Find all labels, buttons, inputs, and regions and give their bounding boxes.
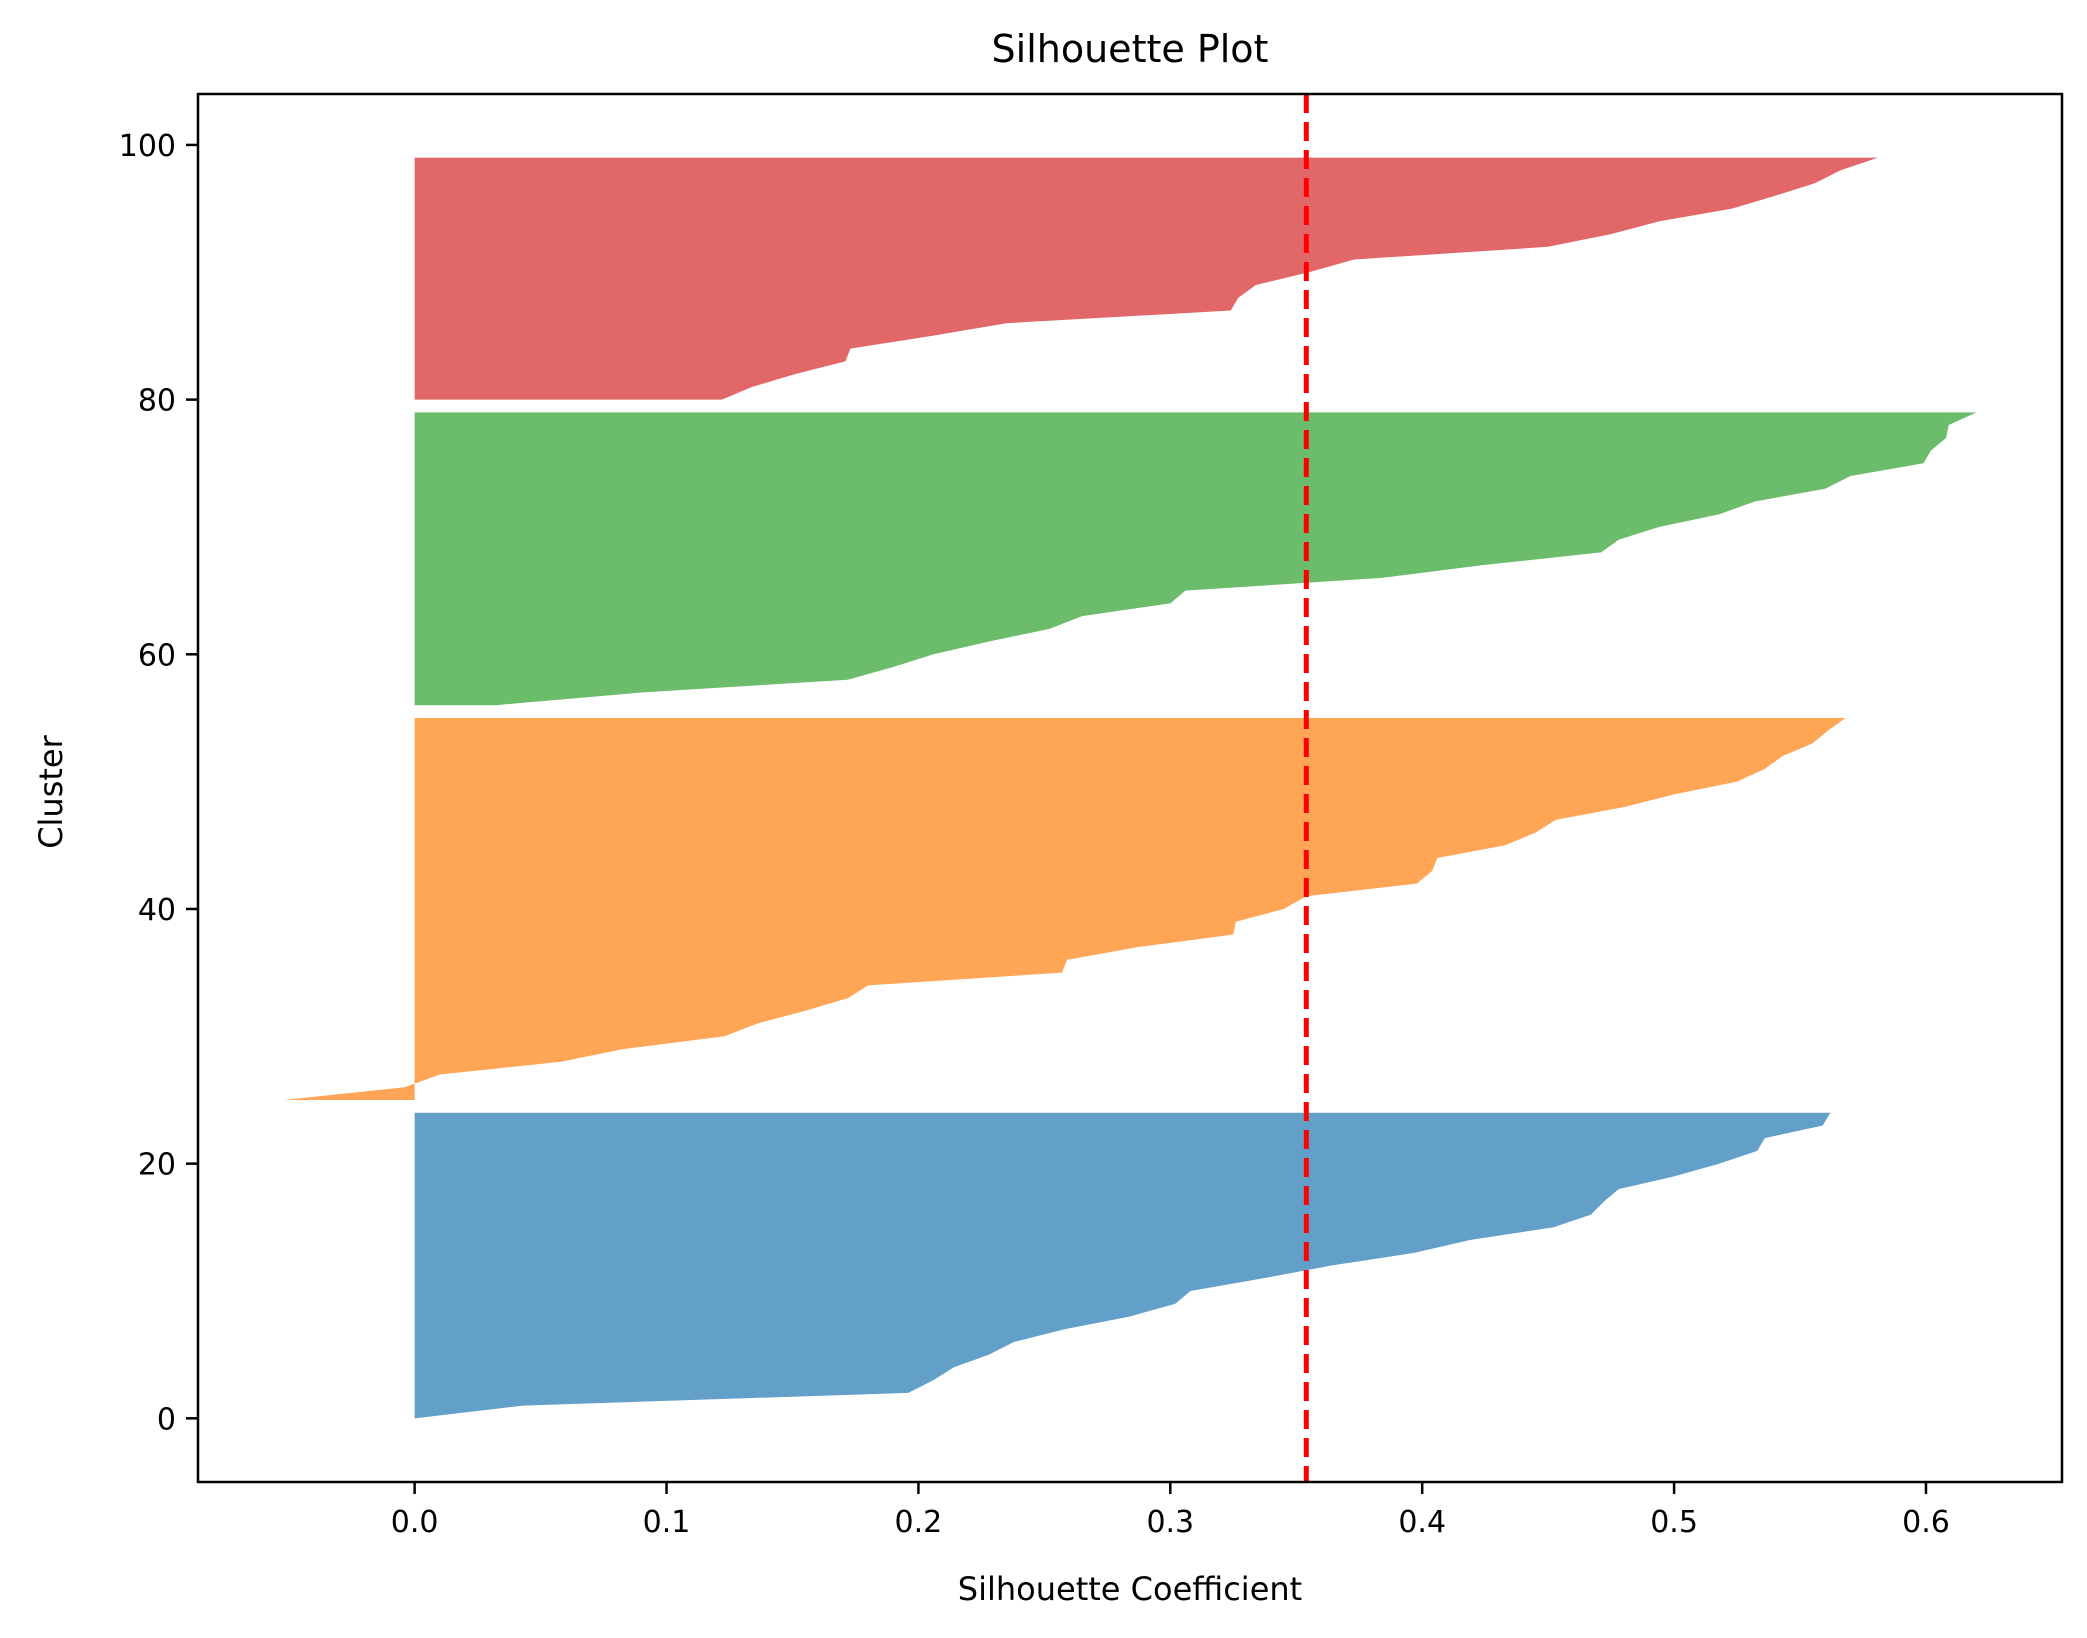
y-tick-label: 80	[138, 384, 176, 419]
y-tick-label: 100	[119, 129, 176, 164]
y-tick-label: 0	[157, 1402, 176, 1437]
x-tick-label: 0.3	[1146, 1505, 1194, 1540]
cluster-band-0	[414, 1112, 1831, 1419]
x-tick-label: 0.2	[895, 1505, 943, 1540]
y-tick-label: 60	[138, 638, 176, 673]
x-axis-label: Silhouette Coefficient	[958, 1570, 1302, 1608]
chart-title: Silhouette Plot	[992, 27, 1269, 71]
y-tick-label: 40	[138, 893, 176, 928]
x-tick-label: 0.0	[391, 1505, 439, 1540]
cluster-band-3	[414, 157, 1879, 400]
x-tick-label: 0.5	[1650, 1505, 1698, 1540]
plot-frame	[196, 92, 2064, 1484]
x-tick-label: 0.6	[1902, 1505, 1950, 1540]
y-axis-ticks: 0 20 40 60 80 100	[119, 129, 198, 1437]
cluster-band-1	[283, 717, 1846, 1100]
cluster-band-2	[414, 412, 1977, 706]
x-tick-label: 0.4	[1398, 1505, 1446, 1540]
y-tick-label: 20	[138, 1148, 176, 1183]
y-axis-label: Cluster	[32, 734, 70, 848]
silhouette-bands	[283, 157, 1977, 1419]
x-axis-ticks: 0.0 0.1 0.2 0.3 0.4 0.5 0.6	[391, 1482, 1950, 1540]
x-tick-label: 0.1	[643, 1505, 691, 1540]
